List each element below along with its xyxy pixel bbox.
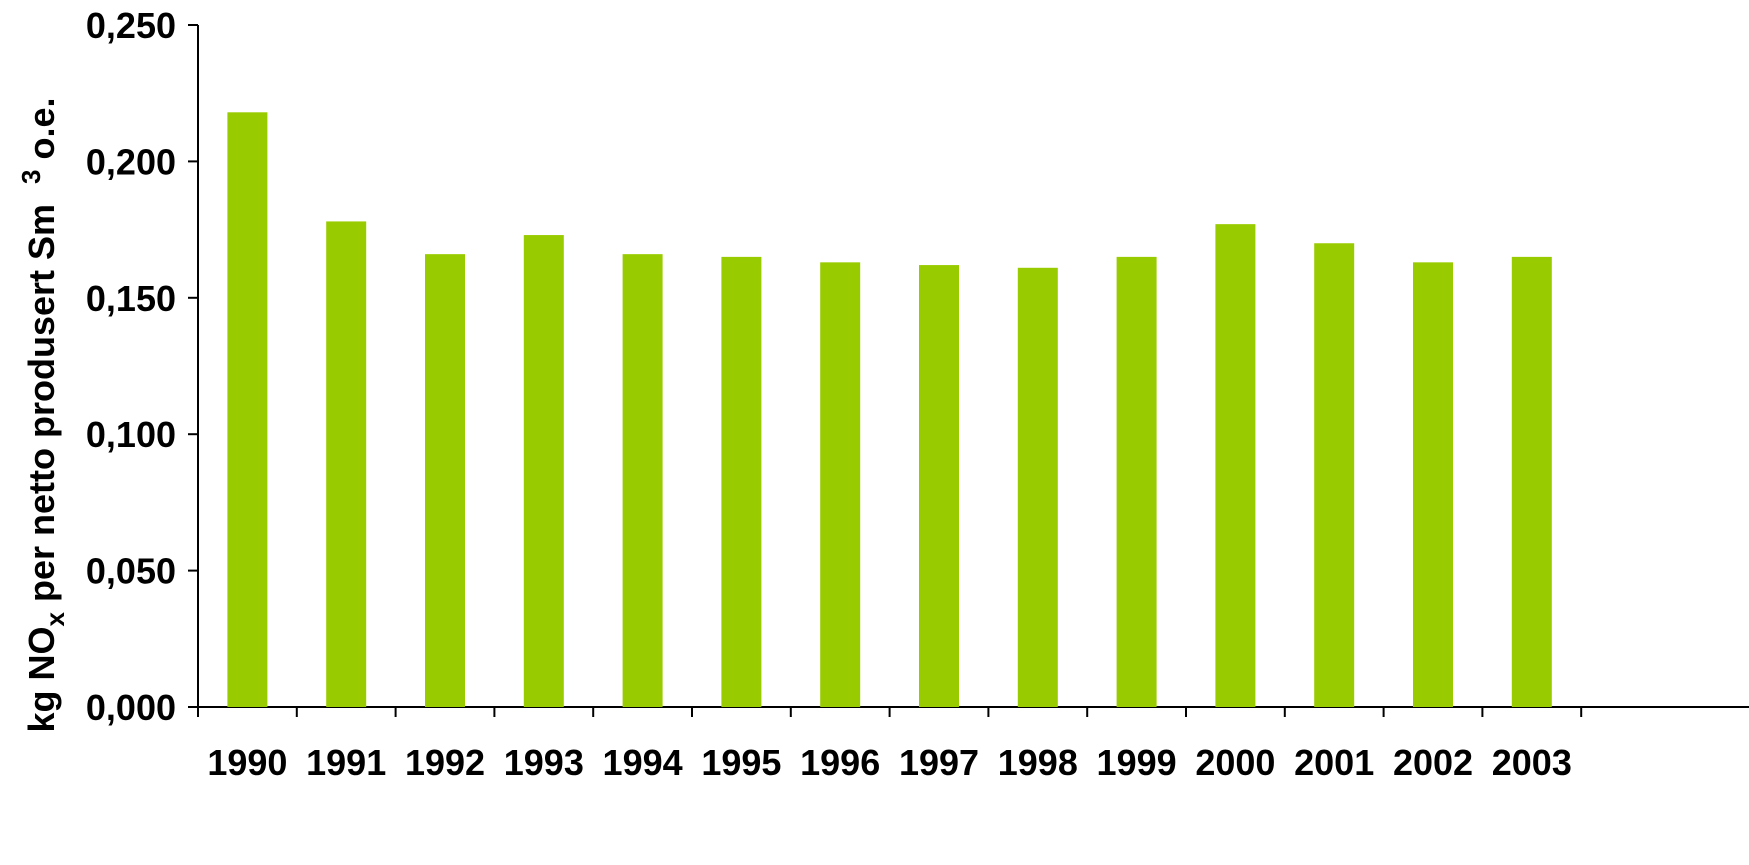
x-tick-label: 1994 <box>603 742 683 783</box>
x-tick-label: 1991 <box>306 742 386 783</box>
x-tick-label: 2002 <box>1393 742 1473 783</box>
x-tick-label: 1997 <box>899 742 979 783</box>
y-tick-label: 0,000 <box>86 687 176 728</box>
bar-1992 <box>425 254 465 708</box>
bar-1991 <box>326 221 367 707</box>
y-axis-label-subscript: x <box>40 612 70 627</box>
y-tick-label: 0,100 <box>86 414 176 455</box>
y-axis-label: kg NOx per netto produsert Sm 3 o.e. <box>16 97 70 732</box>
y-axis-ticks: 0,000 0,050 0,100 0,150 0,200 0,250 <box>86 5 198 728</box>
y-tick-label: 0,050 <box>86 551 176 592</box>
bar-2001 <box>1314 243 1355 708</box>
x-tick-label: 1999 <box>1097 742 1177 783</box>
y-axis-label-rest: per netto produsert Sm <box>21 204 62 612</box>
bar-1990 <box>227 112 268 707</box>
bar-1995 <box>721 256 762 707</box>
bar-2003 <box>1511 256 1552 707</box>
bar-1999 <box>1116 256 1157 707</box>
y-axis-label-superscript: 3 <box>16 170 46 184</box>
x-tick-label: 1990 <box>207 742 287 783</box>
bar-1997 <box>919 265 959 707</box>
x-tick-label: 1995 <box>701 742 781 783</box>
bar-1998 <box>1017 267 1058 707</box>
bar-2002 <box>1413 262 1453 707</box>
x-tick-label: 2001 <box>1294 742 1374 783</box>
y-tick-label: 0,200 <box>86 141 176 182</box>
bar-2000 <box>1215 224 1256 708</box>
bar-series <box>227 112 1552 708</box>
y-tick-label: 0,250 <box>86 5 176 46</box>
x-tick-label: 2000 <box>1195 742 1275 783</box>
bar-1994 <box>622 254 663 708</box>
x-tick-label: 1996 <box>800 742 880 783</box>
x-tick-label: 1998 <box>998 742 1078 783</box>
bar-1993 <box>523 235 564 707</box>
bar-1996 <box>820 262 861 707</box>
y-tick-label: 0,150 <box>86 278 176 319</box>
x-tick-label: 1992 <box>405 742 485 783</box>
x-tick-label: 1993 <box>504 742 584 783</box>
y-axis-label-tail: o.e. <box>21 97 62 169</box>
x-axis-ticks: 1990 1991 1992 1993 1994 1995 1996 1997 1998 1999… <box>197 707 1583 783</box>
y-axis-label-main: kg NO <box>21 627 62 733</box>
x-tick-label: 2003 <box>1492 742 1572 783</box>
